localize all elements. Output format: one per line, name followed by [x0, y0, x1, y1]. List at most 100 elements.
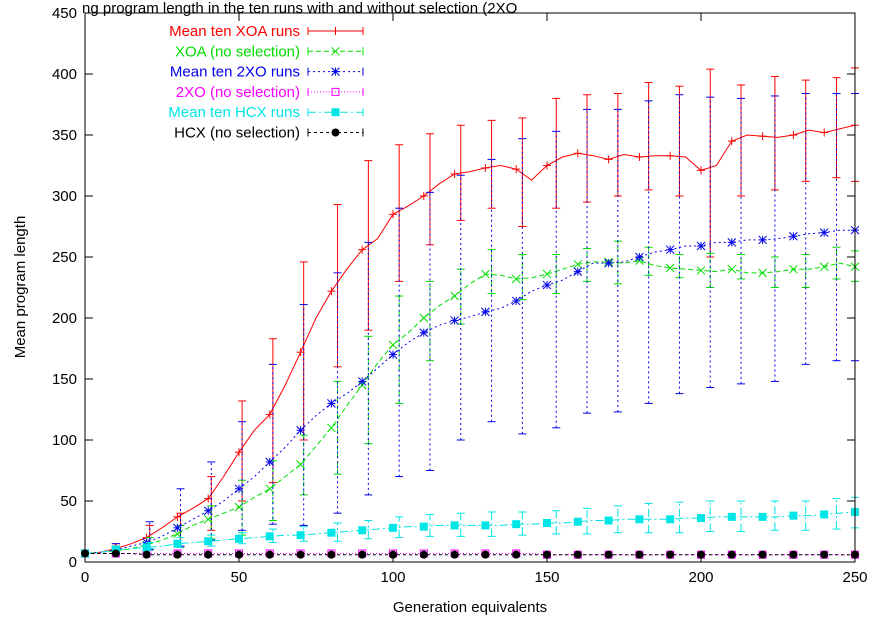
data-point	[173, 529, 182, 539]
y-tick-label: 250	[52, 249, 77, 266]
data-point	[789, 511, 798, 520]
data-point	[204, 550, 213, 559]
data-point	[389, 523, 397, 532]
data-point	[697, 514, 705, 523]
error-bar	[737, 97, 746, 385]
data-point	[204, 537, 213, 546]
error-bar	[675, 501, 684, 534]
data-point	[819, 228, 829, 237]
legend-item: 2XO (no selection)	[176, 84, 364, 101]
error-bar	[456, 268, 465, 325]
data-point	[696, 241, 706, 251]
error-bar	[518, 138, 527, 435]
data-point	[758, 132, 767, 141]
data-point	[666, 515, 675, 524]
data-point	[327, 399, 336, 408]
data-point	[419, 192, 428, 200]
error-bar	[832, 77, 841, 179]
data-point	[727, 238, 737, 247]
data-point	[758, 512, 767, 521]
error-bar	[770, 256, 779, 288]
data-point	[820, 550, 829, 559]
error-bar	[364, 335, 373, 445]
data-point	[512, 520, 521, 529]
error-bar	[487, 119, 496, 209]
data-point	[665, 245, 675, 255]
y-tick-label: 450	[52, 5, 77, 22]
data-point	[450, 316, 459, 325]
legend-marker	[331, 87, 340, 96]
data-point	[635, 252, 644, 262]
error-bar	[801, 500, 810, 531]
error-bar	[364, 520, 373, 540]
data-point	[542, 280, 552, 290]
data-point	[481, 269, 490, 279]
data-point	[481, 550, 490, 559]
data-point	[758, 268, 767, 278]
plot-area	[80, 67, 860, 559]
data-point	[296, 460, 305, 469]
series-1	[80, 240, 860, 558]
data-point	[635, 550, 644, 559]
data-point	[481, 307, 490, 317]
data-point	[142, 543, 151, 552]
x-tick-label: 0	[81, 569, 89, 586]
error-bar	[613, 505, 622, 534]
data-point	[758, 235, 767, 245]
data-point	[450, 291, 459, 301]
x-tick-label: 50	[231, 569, 248, 586]
data-point	[512, 550, 521, 559]
data-point	[450, 521, 459, 530]
data-point	[388, 350, 398, 359]
data-point	[450, 170, 459, 179]
data-point	[727, 512, 736, 521]
data-point	[419, 550, 428, 559]
data-point	[696, 266, 706, 275]
data-point	[203, 514, 213, 524]
series-2	[80, 93, 860, 558]
data-point	[820, 510, 829, 519]
series-4	[81, 496, 859, 558]
data-point	[604, 516, 613, 525]
data-point	[573, 149, 582, 158]
error-bar	[737, 500, 746, 532]
legend-item: XOA (no selection)	[175, 43, 364, 60]
error-bar	[456, 174, 465, 441]
data-point	[727, 550, 736, 559]
data-point	[265, 532, 274, 541]
error-bar	[552, 510, 561, 535]
top-caption: ng program length in the ten runs with a…	[82, 0, 517, 17]
data-point	[358, 245, 367, 254]
error-bar	[552, 97, 561, 209]
data-point	[235, 534, 243, 543]
legend-marker	[331, 46, 340, 56]
data-point	[173, 550, 182, 559]
data-point	[758, 550, 767, 559]
error-bar	[770, 75, 779, 191]
error-bar	[395, 516, 404, 539]
data-point	[389, 210, 397, 219]
error-bar	[364, 241, 373, 496]
axes: 0 50 100 150 200 250 0 50 100 150 200 250 300 350 400 4…	[52, 5, 868, 586]
data-point	[142, 550, 151, 559]
x-axis-label: Generation equivalents	[393, 599, 547, 616]
error-bar	[395, 207, 404, 478]
y-tick-label: 50	[60, 493, 77, 510]
error-bar	[487, 249, 496, 295]
error-bar	[518, 511, 527, 536]
y-tick-label: 100	[52, 432, 77, 449]
error-bar	[644, 82, 653, 191]
error-bar	[238, 421, 247, 531]
error-bar	[770, 95, 779, 382]
data-point	[789, 550, 798, 559]
data-point	[265, 410, 274, 419]
data-point	[265, 484, 275, 494]
error-bar	[487, 511, 496, 537]
error-bar	[832, 498, 841, 530]
data-point	[450, 550, 459, 559]
data-point	[419, 522, 428, 531]
series-line	[84, 124, 856, 554]
data-point	[604, 258, 613, 268]
data-point	[727, 264, 737, 274]
